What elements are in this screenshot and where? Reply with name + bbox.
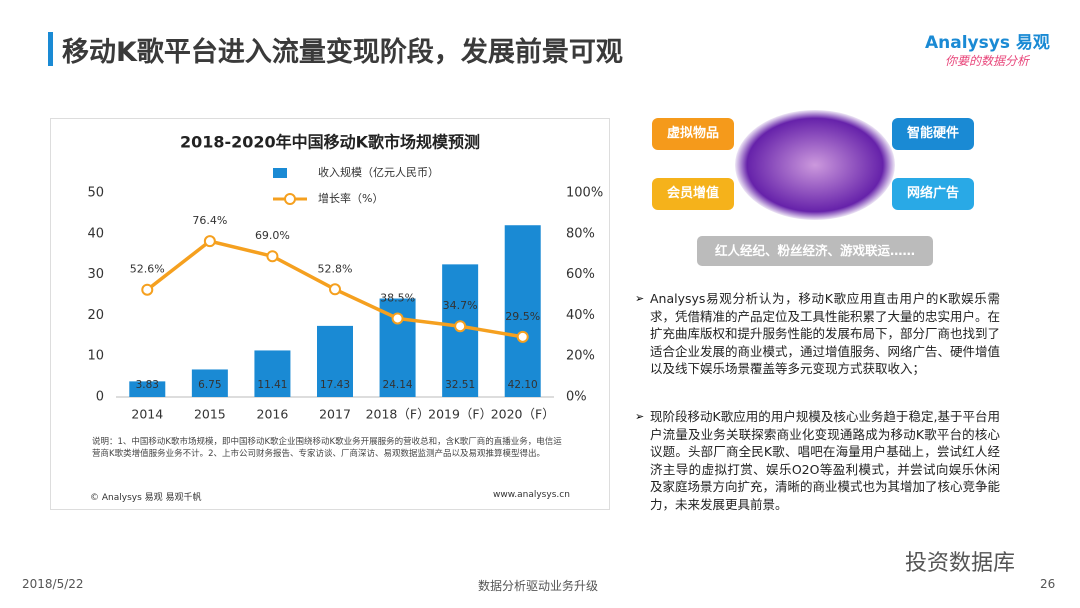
line-point bbox=[454, 320, 467, 333]
bar bbox=[317, 325, 353, 397]
y2-tick-label: 40% bbox=[566, 308, 595, 323]
bar bbox=[504, 225, 541, 397]
bar-value-label: 17.43 bbox=[320, 379, 350, 391]
bar-value-label: 24.14 bbox=[383, 379, 413, 391]
bullet-icon: ➢ bbox=[635, 410, 645, 423]
y-tick-label: 50 bbox=[87, 186, 104, 201]
line-point bbox=[141, 283, 154, 296]
x-tick-label: 2016 bbox=[257, 407, 289, 422]
legend-label: 增长率（%） bbox=[318, 191, 383, 205]
line-value-label: 69.0% bbox=[255, 229, 290, 242]
diagram-image bbox=[735, 110, 895, 220]
line-point bbox=[329, 283, 341, 296]
bar bbox=[191, 369, 228, 397]
footer-date: 2018/5/22 bbox=[22, 577, 84, 591]
line-point bbox=[203, 235, 216, 248]
y-tick-label: 0 bbox=[96, 390, 104, 405]
diagram-banner: 红人经纪、粉丝经济、游戏联运…… bbox=[697, 236, 933, 266]
diagram-item: 网络广告 bbox=[892, 178, 974, 210]
line-value-label: 76.4% bbox=[192, 214, 227, 227]
y2-tick-label: 0% bbox=[566, 390, 587, 405]
y-tick-label: 10 bbox=[87, 349, 104, 364]
bar-value-label: 42.10 bbox=[508, 379, 538, 391]
line-value-label: 38.5% bbox=[380, 291, 415, 304]
chart-title: 2018-2020年中国移动K歌市场规模预测 bbox=[180, 133, 480, 152]
legend-label: 收入规模（亿元人民币） bbox=[318, 165, 439, 179]
chart: 2018-2020年中国移动K歌市场规模预测 0 10 20 30 40 50 0% 20% 4… bbox=[87, 133, 603, 422]
logo: Analysys 易观 bbox=[925, 33, 1050, 53]
x-tick-label: 2014 bbox=[131, 407, 163, 422]
diagram-item: 智能硬件 bbox=[892, 118, 974, 150]
chart-website: www.analysys.cn bbox=[493, 490, 570, 500]
line-value-label: 52.8% bbox=[318, 262, 353, 275]
line-point bbox=[516, 330, 529, 343]
x-tick-label: 2015 bbox=[194, 407, 226, 422]
bar-value-label: 11.41 bbox=[257, 379, 287, 391]
chart-note: 说明：1、中国移动K歌市场规模，即中国移动K歌企业围绕移动K歌业务开展服务的营收… bbox=[92, 437, 562, 459]
line-point bbox=[391, 312, 404, 325]
legend-swatch bbox=[273, 168, 287, 178]
y-tick-label: 30 bbox=[87, 267, 104, 282]
bullet-text: Analysys易观分析认为，移动K歌应用直击用户的K歌娱乐需求，凭借精准的产品… bbox=[650, 291, 1001, 376]
line-value-label: 34.7% bbox=[443, 299, 478, 312]
bar bbox=[254, 350, 291, 397]
diagram-item: 虚拟物品 bbox=[652, 118, 734, 150]
footer-page: 26 bbox=[1040, 577, 1056, 591]
y2-tick-label: 60% bbox=[566, 267, 595, 282]
bullet-icon: ➢ bbox=[635, 292, 645, 305]
bar-value-label: 32.51 bbox=[445, 379, 475, 391]
x-tick-label: 2018（F） bbox=[366, 407, 430, 422]
line-value-label: 52.6% bbox=[130, 263, 165, 276]
footer-center: 数据分析驱动业务升级 bbox=[478, 579, 599, 593]
wechat-watermark: 投资数据库 bbox=[905, 551, 1016, 576]
y2-tick-label: 80% bbox=[566, 226, 595, 241]
line-value-label: 29.5% bbox=[505, 310, 540, 323]
chart-source: © Analysys 易观 易观千帆 bbox=[90, 493, 202, 503]
x-tick-label: 2020（F） bbox=[491, 407, 555, 422]
chart-frame bbox=[50, 118, 610, 510]
slide-title: 移动K歌平台进入流量变现阶段，发展前景可观 bbox=[62, 37, 623, 68]
legend-marker bbox=[284, 193, 296, 205]
diagram-item: 会员增值 bbox=[652, 178, 734, 210]
line-point bbox=[266, 250, 279, 263]
y2-tick-label: 100% bbox=[566, 186, 603, 201]
bar-value-label: 6.75 bbox=[198, 379, 221, 391]
y2-tick-label: 20% bbox=[566, 349, 595, 364]
y-tick-label: 20 bbox=[87, 308, 104, 323]
bullet-text: 现阶段移动K歌应用的用户规模及核心业务趋于稳定,基于平台用户流量及业务关联探索商… bbox=[650, 409, 1001, 512]
bar-value-label: 3.83 bbox=[136, 379, 159, 391]
x-tick-label: 2019（F） bbox=[428, 407, 492, 422]
slogan: 你要的数据分析 bbox=[945, 54, 1030, 68]
y-tick-label: 40 bbox=[87, 226, 104, 241]
bar bbox=[129, 381, 166, 397]
x-tick-label: 2017 bbox=[319, 407, 351, 422]
title-accent bbox=[48, 32, 53, 66]
